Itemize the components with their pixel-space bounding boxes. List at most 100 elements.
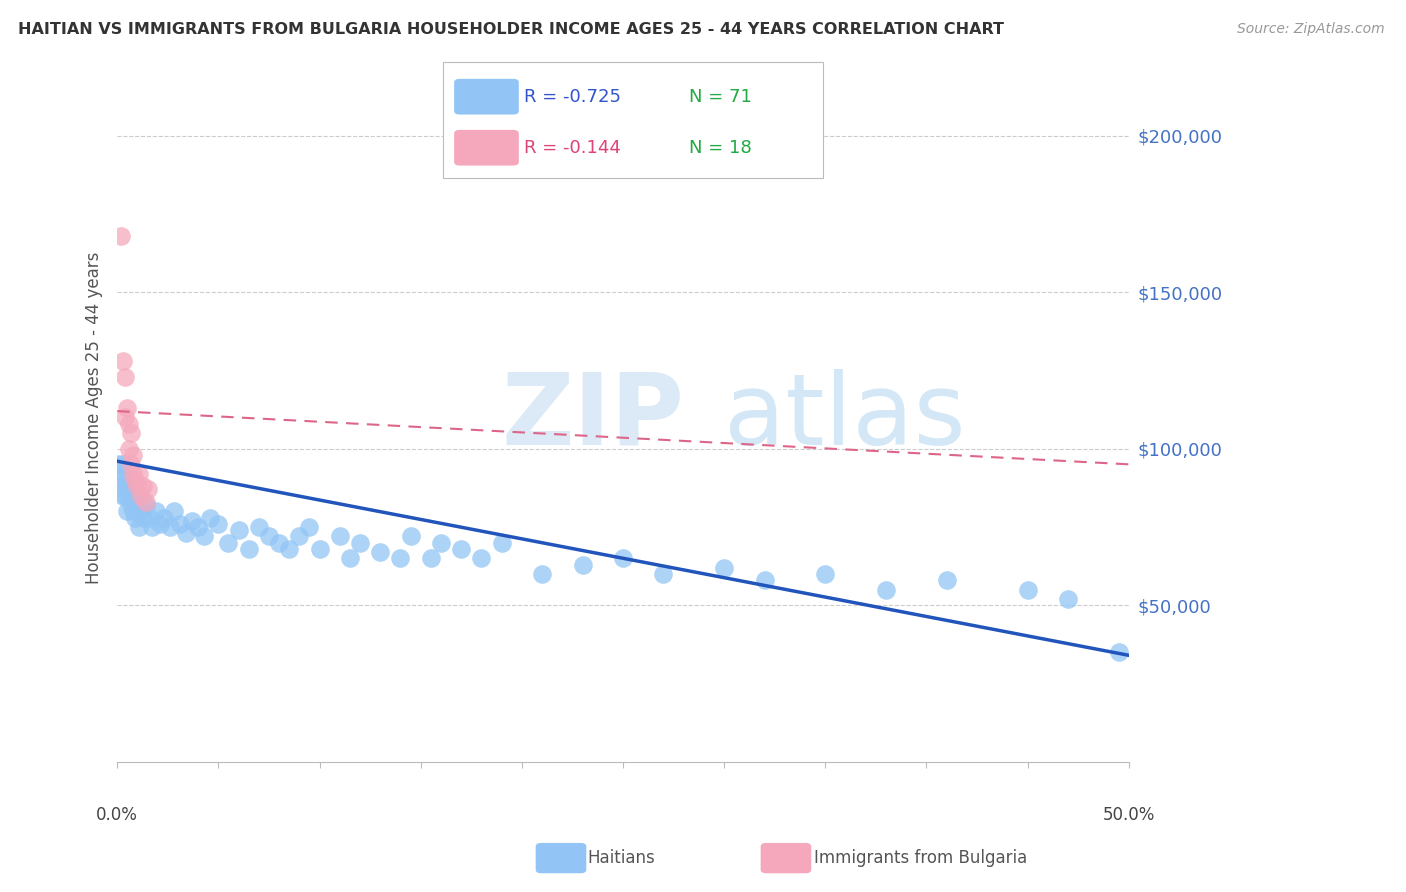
Point <box>122 489 145 503</box>
Point <box>278 541 301 556</box>
Point <box>228 523 250 537</box>
Point <box>238 541 260 556</box>
Point <box>117 504 139 518</box>
Point <box>108 458 131 472</box>
Text: Source: ZipAtlas.com: Source: ZipAtlas.com <box>1237 22 1385 37</box>
Point <box>122 448 145 462</box>
Point <box>308 541 330 556</box>
Y-axis label: Householder Income Ages 25 - 44 years: Householder Income Ages 25 - 44 years <box>86 252 103 583</box>
Point <box>114 489 136 503</box>
Point <box>117 473 139 487</box>
Point <box>117 479 139 493</box>
Point <box>329 529 352 543</box>
Point <box>122 467 145 481</box>
Point <box>110 228 132 243</box>
Point <box>120 458 142 472</box>
Point <box>118 442 141 456</box>
Point <box>110 479 132 493</box>
Point <box>120 498 142 512</box>
Point <box>288 529 311 543</box>
Point <box>145 504 167 518</box>
Point <box>169 516 191 531</box>
Text: 50.0%: 50.0% <box>1102 805 1154 823</box>
Point <box>193 529 215 543</box>
Point <box>132 510 155 524</box>
Point <box>127 479 149 493</box>
Point <box>571 558 593 572</box>
Point <box>174 526 197 541</box>
Point <box>114 410 136 425</box>
Point <box>187 520 209 534</box>
Point <box>450 541 472 556</box>
Point <box>131 489 153 503</box>
Point <box>132 479 155 493</box>
Point <box>163 504 186 518</box>
Point <box>138 510 160 524</box>
Point <box>112 489 135 503</box>
Text: R = -0.725: R = -0.725 <box>524 87 621 105</box>
Point <box>112 354 135 368</box>
Point <box>217 535 239 549</box>
Point <box>257 529 280 543</box>
Point <box>200 510 222 524</box>
Point <box>935 573 957 587</box>
Point <box>120 425 142 440</box>
Point <box>114 467 136 481</box>
Text: R = -0.144: R = -0.144 <box>524 139 621 157</box>
Point <box>127 504 149 518</box>
Point <box>136 483 159 497</box>
Point <box>118 489 141 503</box>
Point <box>349 535 371 549</box>
Point <box>814 566 837 581</box>
Point <box>120 479 142 493</box>
Point <box>531 566 554 581</box>
Point <box>149 516 172 531</box>
Point <box>207 516 229 531</box>
Point <box>470 551 492 566</box>
Text: Immigrants from Bulgaria: Immigrants from Bulgaria <box>814 849 1028 867</box>
Point <box>267 535 290 549</box>
Point <box>181 514 204 528</box>
Point <box>141 520 163 534</box>
Text: Haitians: Haitians <box>588 849 655 867</box>
Point <box>298 520 321 534</box>
Text: atlas: atlas <box>724 369 966 466</box>
Text: N = 71: N = 71 <box>689 87 752 105</box>
Point <box>491 535 513 549</box>
Point <box>754 573 776 587</box>
Point <box>114 369 136 384</box>
Point <box>875 582 897 597</box>
Point <box>1017 582 1039 597</box>
Point <box>128 498 150 512</box>
Point <box>419 551 441 566</box>
Text: 0.0%: 0.0% <box>96 805 138 823</box>
Point <box>118 417 141 431</box>
Point <box>110 473 132 487</box>
Point <box>124 473 146 487</box>
Point <box>339 551 361 566</box>
Point <box>124 495 146 509</box>
Point <box>399 529 422 543</box>
Point <box>128 520 150 534</box>
Point <box>389 551 412 566</box>
Point <box>612 551 634 566</box>
Point <box>430 535 453 549</box>
Point <box>134 495 156 509</box>
Point <box>159 520 181 534</box>
Point <box>131 504 153 518</box>
Point <box>128 467 150 481</box>
Point <box>368 545 391 559</box>
Point <box>247 520 270 534</box>
Point <box>1108 645 1130 659</box>
Point <box>122 504 145 518</box>
Text: N = 18: N = 18 <box>689 139 752 157</box>
Point <box>127 489 149 503</box>
Point <box>652 566 675 581</box>
Point <box>112 458 135 472</box>
Point <box>134 498 156 512</box>
Point <box>117 401 139 415</box>
Point <box>152 510 174 524</box>
Point <box>1057 591 1080 606</box>
Point <box>713 560 735 574</box>
Text: ZIP: ZIP <box>502 369 685 466</box>
